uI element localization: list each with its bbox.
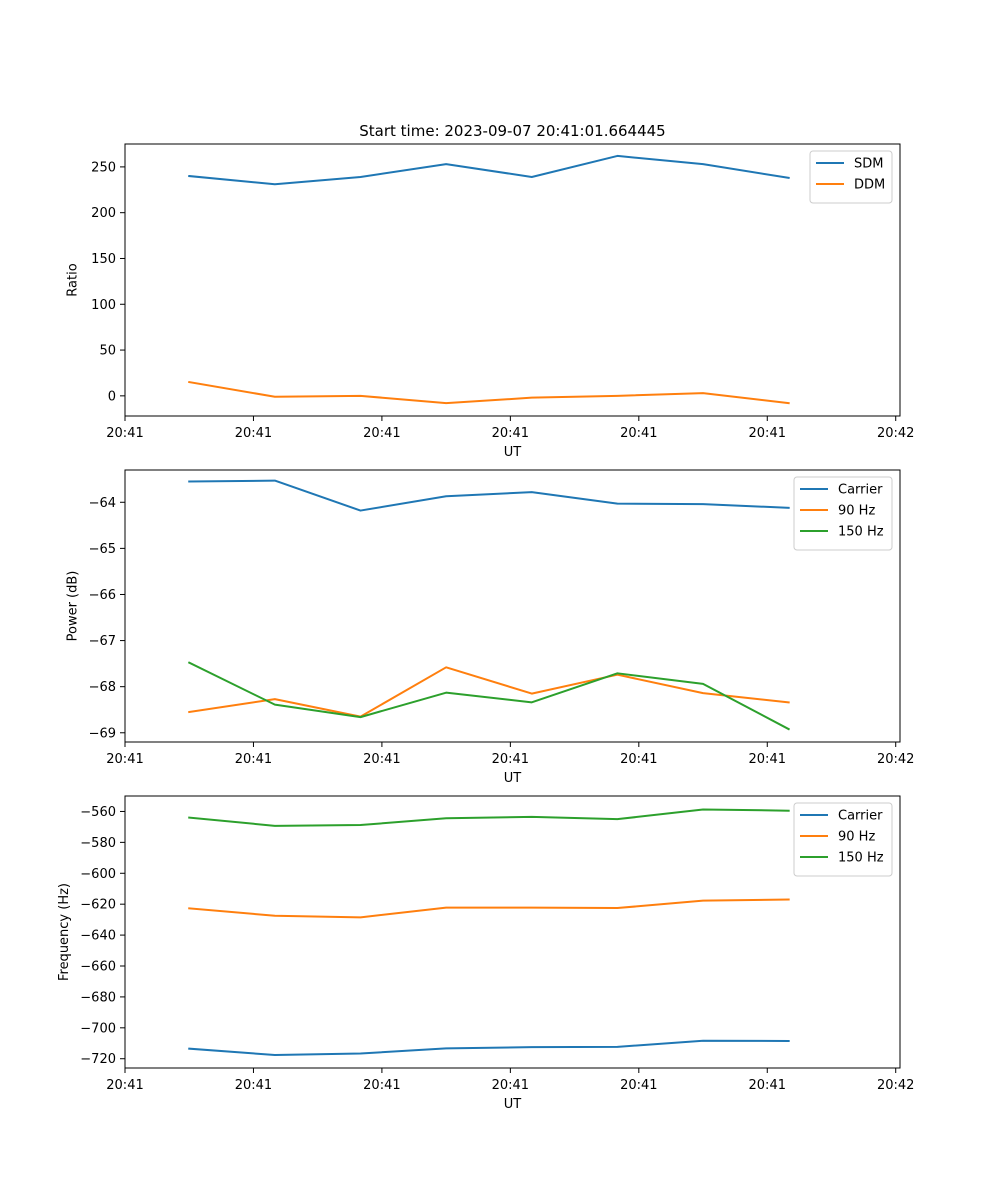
- x-tick-label: 20:42: [877, 1078, 914, 1093]
- x-tick-label: 20:41: [363, 426, 400, 441]
- y-tick-label: −66: [89, 588, 116, 603]
- series-line-carrier: [188, 1039, 790, 1057]
- x-tick-label: 20:41: [235, 752, 272, 767]
- x-tick-label: 20:41: [620, 752, 657, 767]
- x-tick-label: 20:42: [877, 752, 914, 767]
- legend-label: DDM: [854, 178, 885, 193]
- legend: SDM DDM: [809, 150, 893, 204]
- y-tick-label: −660: [80, 960, 116, 975]
- x-tick-label: 20:41: [749, 426, 786, 441]
- y-tick-label: −69: [89, 726, 116, 741]
- legend-label: 150 Hz: [838, 525, 884, 540]
- y-tick-label: −600: [80, 867, 116, 882]
- x-tick-label: 20:41: [363, 752, 400, 767]
- y-tick-label: −64: [89, 496, 116, 511]
- chart-panel-3: 20:41 20:41 20:41 20:41 20:41 20:41 20:42 −560 −…: [57, 795, 914, 1112]
- series-line-90-hz: [188, 898, 790, 919]
- y-tick-label: −640: [80, 929, 116, 944]
- plots-group: 20:41 20:41 20:41 20:41 20:41 20:41 20:42 0 50 10…: [57, 122, 914, 1112]
- x-tick-label: 20:41: [749, 752, 786, 767]
- series-line-150-hz: [187, 661, 791, 731]
- y-tick-label: −620: [80, 898, 116, 913]
- series-line-150-hz: [188, 808, 790, 827]
- x-tick-label: 20:41: [106, 752, 143, 767]
- plot-frame: [124, 143, 901, 417]
- y-tick-label: 150: [91, 252, 116, 267]
- x-tick-label: 20:41: [620, 1078, 657, 1093]
- series-line-carrier: [188, 479, 790, 512]
- legend: Carrier 90 Hz 150 Hz: [793, 476, 893, 551]
- x-tick-label: 20:41: [235, 426, 272, 441]
- y-tick-label: −580: [80, 836, 116, 851]
- legend-label: Carrier: [838, 809, 883, 824]
- legend-label: Carrier: [838, 483, 883, 498]
- x-tick-label: 20:41: [492, 752, 529, 767]
- x-tick-label: 20:41: [235, 1078, 272, 1093]
- chart-panel-1: 20:41 20:41 20:41 20:41 20:41 20:41 20:42 0 50 10…: [65, 122, 914, 460]
- legend-label: 90 Hz: [838, 504, 875, 519]
- y-tick-label: 50: [99, 344, 116, 359]
- x-axis-label: UT: [504, 1097, 522, 1112]
- x-tick-label: 20:42: [877, 426, 914, 441]
- y-tick-label: −560: [80, 805, 116, 820]
- series-line-90-hz: [188, 666, 790, 718]
- y-tick-label: −68: [89, 680, 116, 695]
- y-tick-label: 0: [108, 389, 116, 404]
- series-line-ddm: [188, 380, 790, 405]
- x-tick-label: 20:41: [106, 426, 143, 441]
- y-tick-label: −680: [80, 990, 116, 1005]
- y-tick-label: −720: [80, 1052, 116, 1067]
- series-line-sdm: [188, 154, 790, 186]
- legend-label: 150 Hz: [838, 851, 884, 866]
- x-tick-label: 20:41: [620, 426, 657, 441]
- plot-frame: [124, 469, 901, 743]
- x-axis-label: UT: [504, 445, 522, 460]
- y-axis-label: Ratio: [65, 263, 80, 296]
- chart-panel-2: 20:41 20:41 20:41 20:41 20:41 20:41 20:42 −64 −6…: [65, 469, 914, 786]
- y-tick-label: 250: [91, 160, 116, 175]
- x-tick-label: 20:41: [106, 1078, 143, 1093]
- y-axis-label: Frequency (Hz): [57, 883, 72, 981]
- y-tick-label: −67: [89, 634, 116, 649]
- plot-frame: [124, 795, 901, 1069]
- legend: Carrier 90 Hz 150 Hz: [793, 802, 893, 877]
- y-axis-label: Power (dB): [65, 571, 80, 642]
- x-tick-label: 20:41: [363, 1078, 400, 1093]
- y-tick-label: 200: [91, 206, 116, 221]
- x-tick-label: 20:41: [492, 1078, 529, 1093]
- legend-label: 90 Hz: [838, 830, 875, 845]
- x-axis-label: UT: [504, 771, 522, 786]
- x-tick-label: 20:41: [749, 1078, 786, 1093]
- y-tick-label: −65: [89, 542, 116, 557]
- x-tick-label: 20:41: [492, 426, 529, 441]
- chart-title: Start time: 2023-09-07 20:41:01.664445: [359, 122, 665, 140]
- legend-label: SDM: [854, 157, 883, 172]
- y-tick-label: 100: [91, 298, 116, 313]
- y-tick-label: −700: [80, 1021, 116, 1036]
